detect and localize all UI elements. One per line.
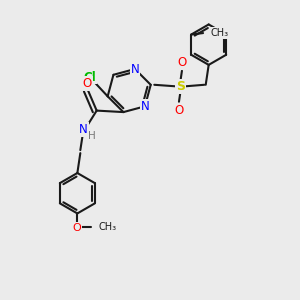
Text: N: N [130, 62, 139, 76]
Text: CH₃: CH₃ [99, 222, 117, 232]
Text: O: O [72, 223, 81, 233]
Text: O: O [82, 77, 92, 90]
Text: N: N [141, 100, 149, 113]
Text: CH₃: CH₃ [211, 28, 229, 38]
Text: O: O [174, 103, 184, 116]
Text: N: N [79, 123, 88, 136]
Text: H: H [88, 131, 95, 141]
Text: S: S [176, 80, 185, 93]
Text: Cl: Cl [83, 70, 96, 83]
Text: O: O [177, 56, 187, 69]
